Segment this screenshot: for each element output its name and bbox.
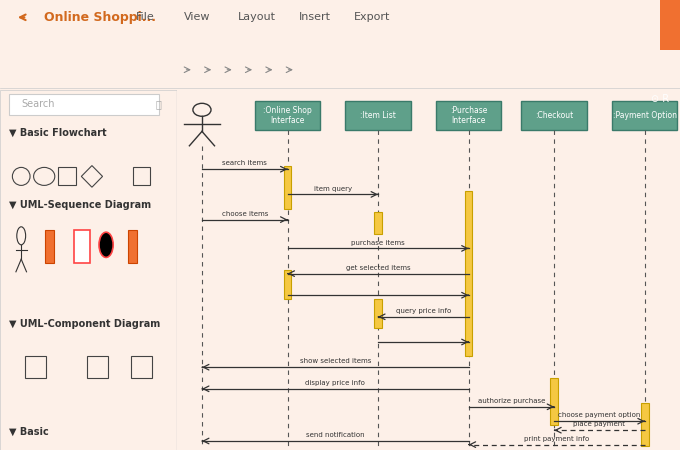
Bar [465, 191, 473, 356]
Bar [131, 356, 152, 378]
Text: purchase items: purchase items [351, 239, 405, 246]
Text: Insert: Insert [299, 12, 331, 22]
Text: place payment: place payment [573, 421, 626, 428]
Bar [612, 101, 677, 130]
Bar [58, 167, 76, 185]
Bar [86, 356, 108, 378]
Text: ▼ UML-Component Diagram: ▼ UML-Component Diagram [9, 319, 160, 329]
Text: Layout: Layout [238, 12, 276, 22]
Text: :Item List: :Item List [360, 111, 396, 120]
Text: 🔍: 🔍 [156, 99, 161, 109]
Text: choose items: choose items [222, 211, 268, 217]
Text: query price info: query price info [396, 308, 451, 314]
Text: get selected items: get selected items [345, 265, 411, 271]
Text: ▼ Basic Flowchart: ▼ Basic Flowchart [9, 128, 107, 138]
Text: ▼ Basic: ▼ Basic [9, 427, 48, 437]
Bar [550, 378, 558, 425]
Text: Export: Export [354, 12, 390, 22]
Bar [24, 356, 46, 378]
Bar [374, 212, 382, 234]
Text: :Purchase
Interface: :Purchase Interface [450, 105, 488, 125]
Text: print payment info: print payment info [524, 436, 590, 442]
Text: item query: item query [313, 185, 352, 192]
Bar [284, 270, 291, 299]
Bar [133, 167, 150, 185]
Text: ▼ UML-Sequence Diagram: ▼ UML-Sequence Diagram [9, 200, 151, 210]
Text: ⊙ R: ⊙ R [651, 94, 670, 104]
Bar [374, 299, 382, 328]
Bar [522, 101, 587, 130]
Text: send notification: send notification [306, 432, 364, 438]
Text: display price info: display price info [305, 380, 365, 386]
Text: search items: search items [222, 160, 267, 166]
Text: authorize purchase: authorize purchase [478, 398, 545, 404]
Bar [45, 230, 54, 263]
Text: :Online Shop
Interface: :Online Shop Interface [263, 105, 312, 125]
Bar [255, 101, 320, 130]
Bar [641, 403, 649, 446]
Bar [284, 166, 291, 209]
Text: :Checkout: :Checkout [535, 111, 573, 120]
Text: choose payment option: choose payment option [558, 412, 641, 418]
Text: Search: Search [21, 99, 54, 109]
Text: File: File [136, 12, 155, 22]
Ellipse shape [99, 232, 113, 257]
Text: show selected items: show selected items [300, 358, 371, 365]
Bar [345, 101, 411, 130]
Text: View: View [184, 12, 210, 22]
Text: Online Shoppi...: Online Shoppi... [44, 11, 156, 24]
Text: :Payment Option: :Payment Option [613, 111, 677, 120]
Bar [436, 101, 501, 130]
Bar [9, 94, 159, 115]
Bar [128, 230, 137, 263]
Bar [74, 230, 90, 263]
Bar [660, 0, 680, 50]
